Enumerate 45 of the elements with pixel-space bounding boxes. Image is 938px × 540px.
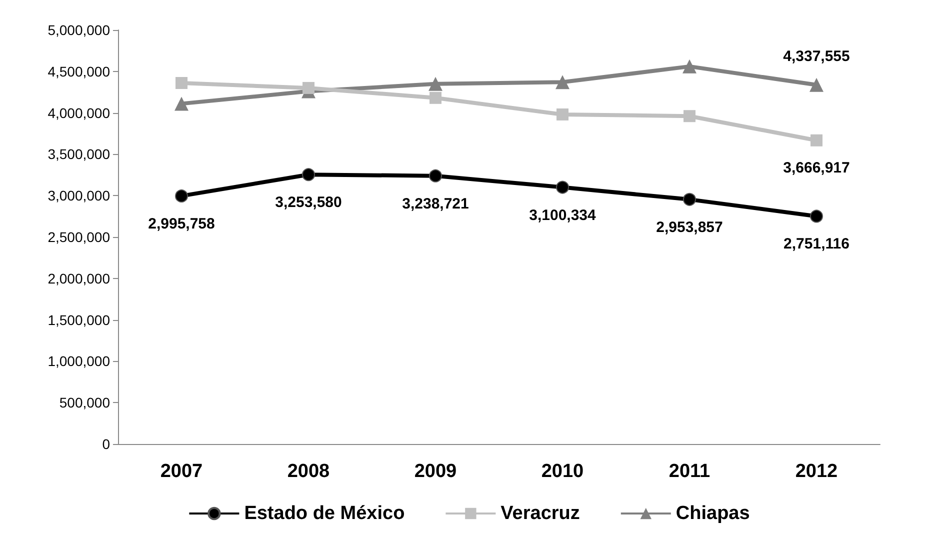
point: [556, 180, 569, 194]
y-tick-label: 2,000,000: [48, 270, 110, 286]
point: [174, 96, 188, 111]
y-tick-label: 500,000: [59, 394, 110, 411]
x-tick-label: 2011: [668, 461, 711, 482]
data-label: 2,953,857: [656, 218, 723, 236]
point: [176, 76, 188, 89]
point: [810, 210, 823, 223]
point: [683, 192, 696, 206]
point: [556, 75, 570, 90]
point: [428, 76, 442, 91]
point: [682, 59, 696, 74]
data-label: 2,751,116: [784, 236, 850, 253]
legend-label: Estado de México: [244, 503, 405, 524]
point: [302, 168, 315, 182]
y-tick-label: 4,000,000: [48, 104, 110, 121]
y-tick-label: 1,000,000: [48, 353, 110, 370]
x-tick-label: 2007: [160, 461, 203, 482]
point: [556, 108, 568, 120]
point: [430, 92, 442, 104]
point: [429, 169, 442, 182]
x-tick-label: 2010: [541, 461, 584, 482]
data-label: 3,238,721: [402, 195, 469, 212]
x-tick-label: 2008: [287, 461, 330, 482]
y-tick-label: 1,500,000: [48, 312, 110, 328]
point: [810, 78, 824, 92]
point: [810, 134, 822, 146]
y-tick-label: 0: [102, 436, 110, 452]
data-label: 3,666,917: [783, 159, 850, 176]
y-tick-label: 3,000,000: [48, 188, 110, 204]
point: [175, 189, 188, 202]
point: [302, 82, 314, 94]
legend-label: Veracruz: [500, 503, 580, 524]
data-label: 4,337,555: [783, 48, 850, 65]
x-tick-label: 2009: [414, 461, 457, 482]
data-label: 2,995,758: [148, 215, 215, 232]
x-tick-label: 2012: [795, 461, 838, 482]
legend-label: Chiapas: [676, 503, 750, 524]
data-label: 3,100,334: [529, 206, 597, 224]
y-tick-label: 3,500,000: [48, 146, 110, 162]
data-label: 3,253,580: [275, 194, 342, 212]
y-tick-label: 5,000,000: [48, 22, 110, 38]
y-tick-label: 2,500,000: [48, 229, 110, 245]
y-tick-label: 4,500,000: [48, 63, 110, 80]
point: [684, 110, 696, 122]
